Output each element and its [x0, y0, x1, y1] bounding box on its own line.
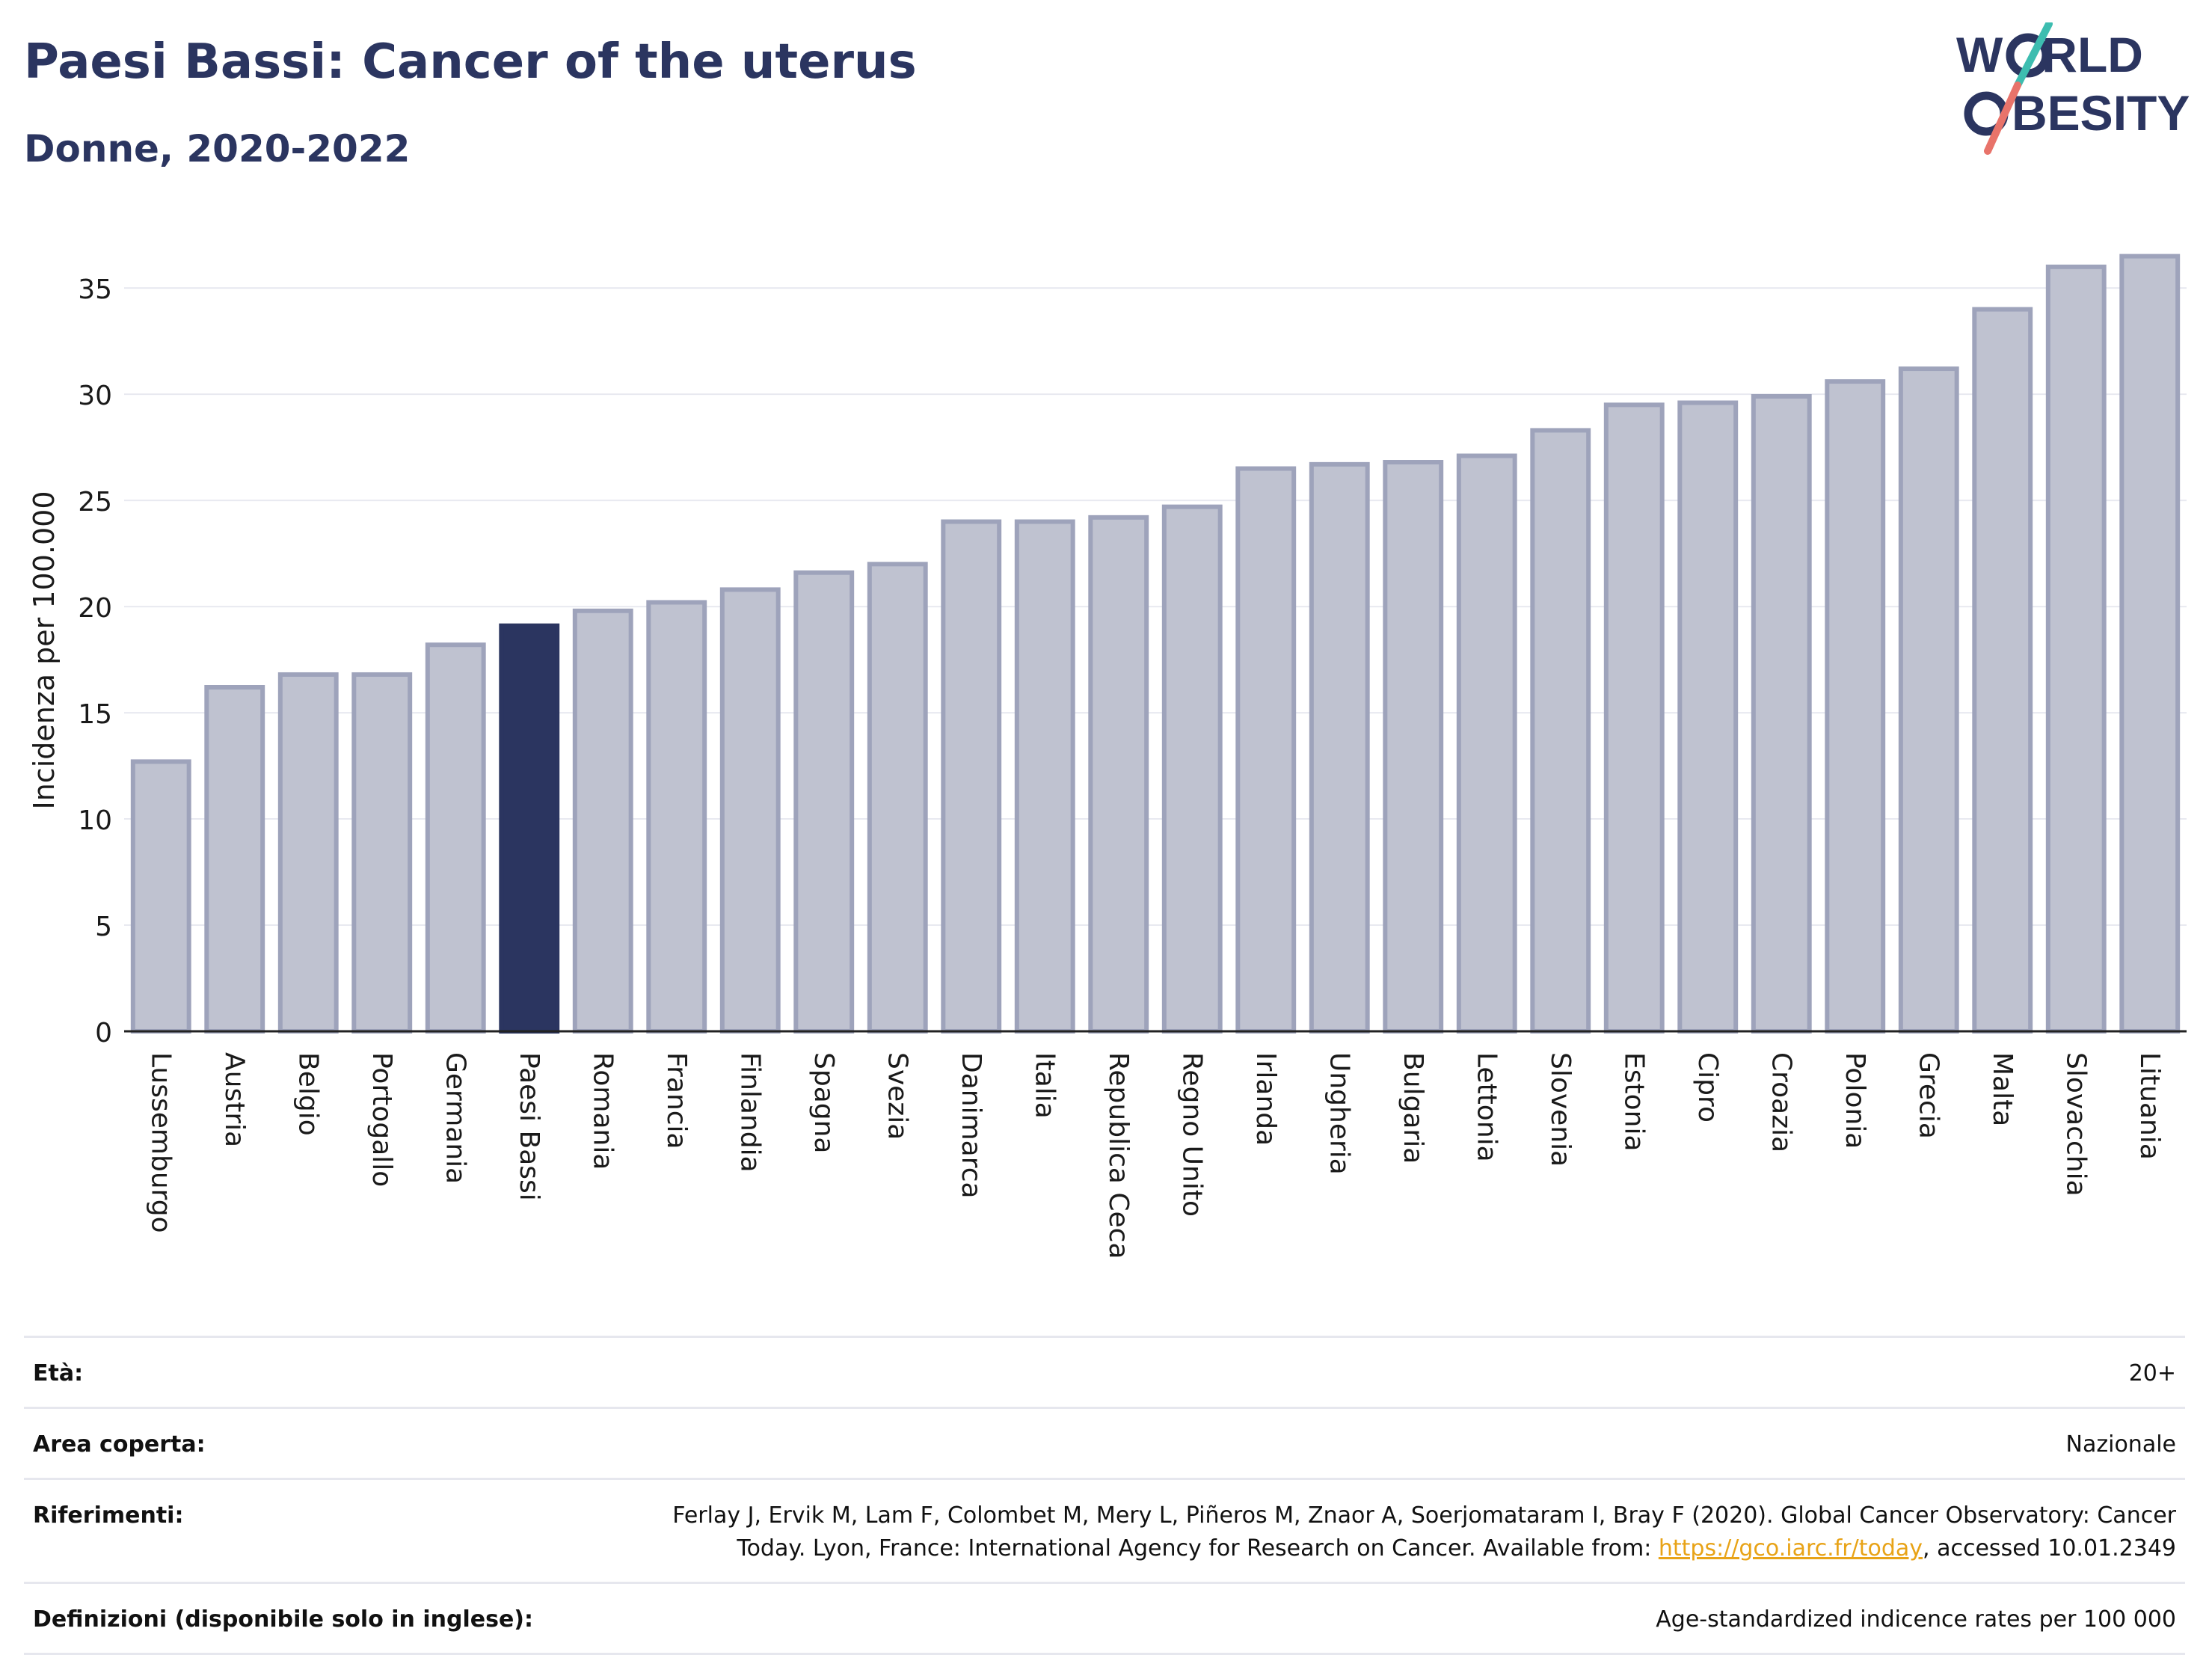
- x-tick-label: Belgio: [292, 1052, 323, 1136]
- logo-word-world: W RLD: [1956, 27, 2143, 82]
- bar-svezia: [867, 562, 928, 1034]
- bar-slovacchia: [2045, 264, 2107, 1034]
- bar-polonia: [1825, 379, 1886, 1034]
- x-tick-label: Portogallo: [366, 1052, 397, 1187]
- info-row-area: Area coperta: Nazionale: [24, 1407, 2185, 1478]
- x-tick-label: Paesi Bassi: [514, 1052, 544, 1201]
- y-tick-label: 10: [78, 805, 112, 836]
- references-label: Riferimenti:: [33, 1502, 184, 1529]
- y-tick-label: 5: [95, 912, 112, 942]
- bar-francia: [646, 600, 707, 1034]
- info-table: Età: 20+ Area coperta: Nazionale Riferim…: [24, 1336, 2185, 1655]
- y-tick-label: 20: [78, 593, 112, 624]
- x-tick-label: Republica Ceca: [1103, 1052, 1134, 1259]
- y-axis-label: Incidenza per 100.000: [28, 491, 61, 810]
- info-row-age: Età: 20+: [24, 1336, 2185, 1407]
- logo-word-obesity: BESITY: [2012, 85, 2190, 141]
- y-tick-label: 30: [78, 381, 112, 411]
- bar-italia: [1014, 519, 1075, 1034]
- x-tick-label: Italia: [1029, 1052, 1060, 1119]
- age-value: 20+: [2128, 1360, 2176, 1387]
- bar-irlanda: [1235, 466, 1297, 1034]
- y-tick-labels: 0 5 10 15 20 25 30 35: [78, 274, 112, 1048]
- x-tick-label: Cipro: [1692, 1052, 1723, 1123]
- bar-romania: [572, 608, 633, 1034]
- x-tick-label: Grecia: [1913, 1052, 1944, 1139]
- chart-subtitle: Donne, 2020-2022: [24, 127, 411, 171]
- x-tick-label: Germania: [440, 1052, 470, 1184]
- x-tick-label: Polonia: [1840, 1052, 1870, 1149]
- y-tick-label: 15: [78, 699, 112, 730]
- x-tick-label: Croazia: [1766, 1052, 1796, 1152]
- bar-bulgaria: [1383, 460, 1444, 1034]
- bar-slovenia: [1530, 428, 1591, 1034]
- bar-grecia: [1898, 366, 1959, 1034]
- chart-title: Paesi Bassi: Cancer of the uterus: [24, 34, 917, 90]
- x-tick-label: Francia: [661, 1052, 692, 1149]
- bar-germania: [425, 642, 486, 1034]
- world-obesity-logo: W RLD BESITY: [1956, 22, 2190, 155]
- bar-chart: 0 5 10 15 20 25 30 35 Lussemburgo Austria Belgio P…: [28, 254, 2187, 1259]
- logo-slash-coral: [1984, 82, 2021, 155]
- bar-danimarca: [941, 519, 1002, 1034]
- references-value: Ferlay J, Ervik M, Lam F, Colombet M, Me…: [672, 1499, 2176, 1565]
- x-tick-labels: Lussemburgo Austria Belgio Portogallo German…: [145, 1052, 2165, 1259]
- area-label: Area coperta:: [33, 1431, 206, 1458]
- x-tick-label: Spagna: [808, 1052, 839, 1154]
- y-tick-label: 35: [78, 274, 112, 305]
- bar-cipro: [1677, 400, 1739, 1034]
- x-tick-label: Austria: [219, 1052, 250, 1147]
- bar-lituania: [2119, 254, 2181, 1034]
- bar-croazia: [1751, 393, 1812, 1034]
- info-row-references: Riferimenti: Ferlay J, Ervik M, Lam F, C…: [24, 1478, 2185, 1582]
- x-tick-label: Svezia: [882, 1052, 912, 1140]
- x-tick-label: Lituania: [2134, 1052, 2165, 1160]
- x-tick-label: Slovenia: [1545, 1052, 1576, 1167]
- bar-regno-unito: [1161, 504, 1223, 1034]
- y-tick-label: 0: [95, 1018, 112, 1048]
- references-line-2-prefix: Today. Lyon, France: International Agenc…: [737, 1535, 1659, 1562]
- x-tick-label: Malta: [1987, 1052, 2018, 1126]
- bar-austria: [204, 685, 265, 1034]
- bar-malta: [1972, 307, 2033, 1034]
- area-value: Nazionale: [2065, 1431, 2176, 1458]
- bar-spagna: [793, 570, 855, 1034]
- bar-finlandia: [719, 587, 781, 1034]
- bar-lettonia: [1456, 453, 1517, 1034]
- x-tick-label: Romania: [587, 1052, 618, 1170]
- y-tick-label: 25: [78, 487, 112, 518]
- references-line-2-suffix: , accessed 10.01.2349: [1923, 1535, 2176, 1562]
- x-tick-label: Danimarca: [956, 1052, 986, 1199]
- x-tick-label: Lettonia: [1471, 1052, 1502, 1162]
- references-link[interactable]: https://gco.iarc.fr/today: [1658, 1535, 1923, 1562]
- bar-paesi-bassi: [499, 623, 560, 1034]
- x-tick-label: Estonia: [1618, 1052, 1649, 1152]
- x-tick-label: Regno Unito: [1176, 1052, 1207, 1217]
- definitions-label: Definizioni (disponibile solo in inglese…: [33, 1606, 533, 1633]
- references-line-1: Ferlay J, Ervik M, Lam F, Colombet M, Me…: [672, 1502, 2176, 1529]
- bar-portogallo: [351, 672, 413, 1034]
- bars: [130, 254, 2181, 1034]
- logo-slash-teal: [2014, 22, 2053, 89]
- x-tick-label: Ungheria: [1324, 1052, 1354, 1175]
- info-row-definitions: Definizioni (disponibile solo in inglese…: [24, 1582, 2185, 1655]
- age-label: Età:: [33, 1360, 84, 1387]
- bar-republica-ceca: [1088, 515, 1149, 1034]
- bar-belgio: [277, 672, 339, 1034]
- x-tick-label: Bulgaria: [1398, 1052, 1428, 1164]
- x-tick-label: Irlanda: [1250, 1052, 1281, 1146]
- definitions-value: Age-standardized indicence rates per 100…: [1656, 1606, 2176, 1633]
- bar-lussemburgo: [130, 759, 191, 1034]
- x-tick-label: Finlandia: [734, 1052, 765, 1173]
- x-tick-label: Lussemburgo: [145, 1052, 176, 1233]
- x-tick-label: Slovacchia: [2060, 1052, 2091, 1197]
- bar-ungheria: [1309, 461, 1370, 1034]
- bar-estonia: [1603, 402, 1665, 1034]
